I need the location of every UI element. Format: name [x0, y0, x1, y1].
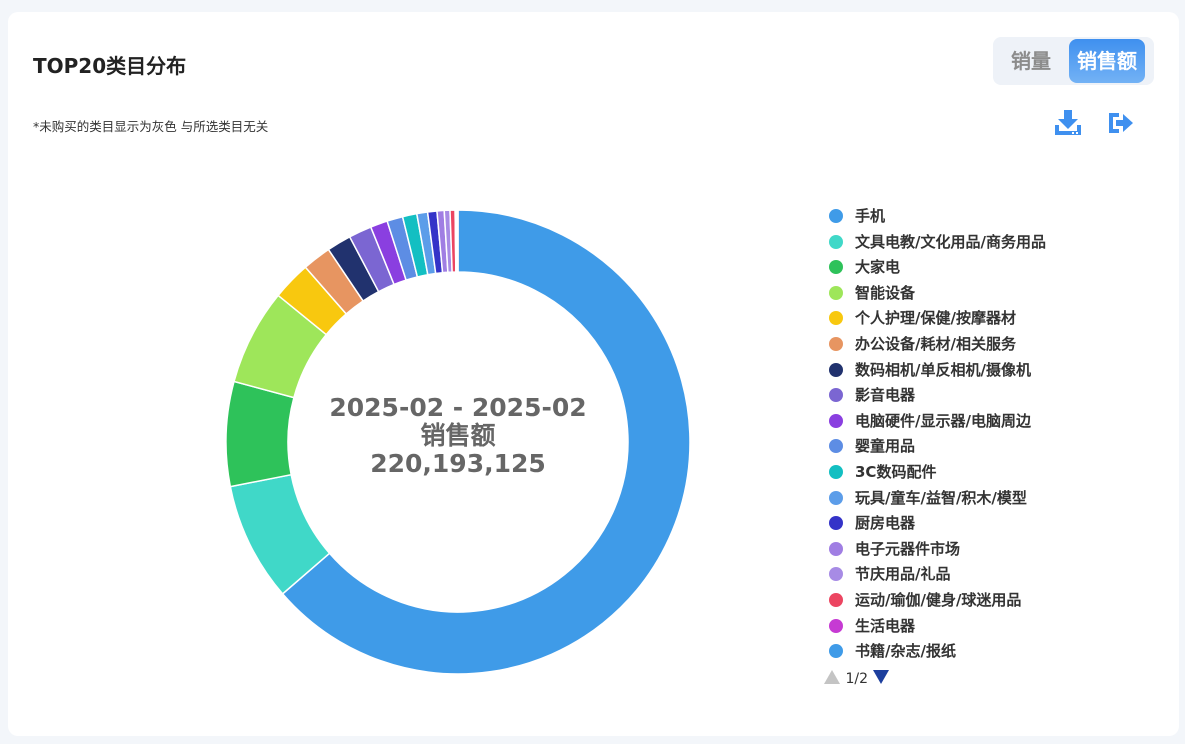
legend-dot: [829, 541, 843, 556]
legend-label: 玩具/童车/益智/积木/模型: [855, 488, 1027, 507]
legend-dot: [829, 260, 843, 275]
toggle-sales-volume[interactable]: 销量: [1011, 49, 1051, 73]
legend-dot: [829, 362, 843, 377]
legend-dot: [829, 567, 843, 582]
legend-dot: [829, 516, 843, 531]
legend-item-2[interactable]: 大家电: [823, 256, 900, 278]
page-title: TOP20类目分布: [33, 54, 187, 78]
legend-item-17[interactable]: 书籍/杂志/报纸: [823, 640, 956, 660]
legend-dot: [829, 311, 843, 326]
download-icon[interactable]: [1053, 108, 1083, 138]
gray-category-note: *未购买的类目显示为灰色 与所选类目无关: [33, 119, 269, 134]
donut-slice-0[interactable]: [281, 209, 691, 675]
legend-label: 3C数码配件: [855, 463, 937, 481]
chart-legend: 手机文具电教/文化用品/商务用品 大家电智能设备个人护理/保健/按摩器材 办公设备/…: [823, 192, 1123, 660]
legend-label: 影音电器: [855, 386, 916, 405]
legend-dot: [829, 209, 843, 223]
legend-item-6[interactable]: 数码相机/单反相机/摄像机: [823, 359, 1031, 381]
legend-label: 节庆用品/礼品: [855, 565, 951, 584]
donut-chart: [225, 209, 691, 675]
legend-item-15[interactable]: 运动/瑜伽/健身/球迷用品: [823, 589, 1021, 611]
legend-label: 文具电教/文化用品/商务用品: [855, 232, 1046, 251]
legend-item-14[interactable]: 节庆用品/礼品: [823, 563, 950, 585]
legend-item-3[interactable]: 智能设备: [823, 282, 915, 304]
export-icon[interactable]: [1105, 108, 1135, 138]
legend-label: 个人护理/保健/按摩器材: [855, 309, 1016, 328]
donut-slices: [225, 209, 691, 675]
legend-item-4[interactable]: 个人护理/保健/按摩器材: [823, 307, 1016, 329]
legend-label: 大家电: [855, 258, 901, 277]
legend-item-10[interactable]: 3C数码配件: [823, 461, 936, 483]
legend-label: 书籍/杂志/报纸: [855, 642, 956, 660]
legend-label: 办公设备/耗材/相关服务: [855, 335, 1016, 353]
legend-label: 电脑硬件/显示器/电脑周边: [855, 411, 1031, 430]
legend-item-16[interactable]: 生活电器: [823, 615, 915, 637]
legend-item-5[interactable]: 办公设备/耗材/相关服务: [823, 333, 1016, 355]
legend-dot: [829, 490, 843, 505]
legend-dot: [829, 388, 843, 403]
legend-item-11[interactable]: 玩具/童车/益智/积木/模型: [823, 487, 1027, 509]
legend-label: 智能设备: [855, 283, 916, 302]
legend-item-0[interactable]: 手机: [823, 205, 885, 227]
legend-label: 手机: [855, 207, 886, 225]
legend-dot: [829, 337, 843, 351]
legend-label: 厨房电器: [855, 514, 916, 533]
legend-dot: [829, 285, 843, 300]
triangle-down-icon[interactable]: [872, 668, 890, 686]
legend-label: 生活电器: [855, 616, 916, 635]
legend-label: 电子元器件市场: [855, 539, 961, 558]
legend-label: 数码相机/单反相机/摄像机: [855, 360, 1031, 379]
legend-dot: [829, 593, 843, 607]
legend-item-7[interactable]: 影音电器: [823, 384, 915, 406]
center-total: 220,193,125: [370, 449, 546, 478]
pager-text: 1/2: [845, 671, 868, 687]
legend-dot: [829, 439, 843, 454]
legend-label: 运动/瑜伽/健身/球迷用品: [855, 591, 1022, 609]
legend-item-8[interactable]: 电脑硬件/显示器/电脑周边: [823, 410, 1031, 432]
legend-item-12[interactable]: 厨房电器: [823, 512, 915, 534]
toggle-sales-amount[interactable]: 销售额: [1069, 39, 1145, 83]
donut-slice-18[interactable]: [456, 209, 459, 273]
center-period: 2025-02 - 2025-02: [329, 393, 587, 422]
donut-center-label: 2025-02 - 2025-02 销售额 220,193,125: [266, 394, 650, 478]
legend-pager: 1/2: [823, 668, 890, 688]
chart-card: TOP20类目分布 *未购买的类目显示为灰色 与所选类目无关 销量 销售额 20…: [8, 12, 1179, 736]
center-metric: 销售额: [420, 421, 496, 450]
legend-dot: [829, 618, 843, 633]
legend-dot: [829, 234, 843, 249]
legend-dot: [829, 644, 843, 659]
metric-toggle: 销量 销售额: [993, 37, 1154, 85]
legend-item-13[interactable]: 电子元器件市场: [823, 538, 960, 560]
legend-dot: [829, 413, 843, 428]
legend-dot: [829, 465, 843, 479]
legend-item-9[interactable]: 婴童用品: [823, 435, 915, 457]
triangle-up-icon[interactable]: [823, 668, 841, 686]
legend-label: 婴童用品: [855, 437, 916, 456]
legend-item-1[interactable]: 文具电教/文化用品/商务用品: [823, 231, 1046, 253]
